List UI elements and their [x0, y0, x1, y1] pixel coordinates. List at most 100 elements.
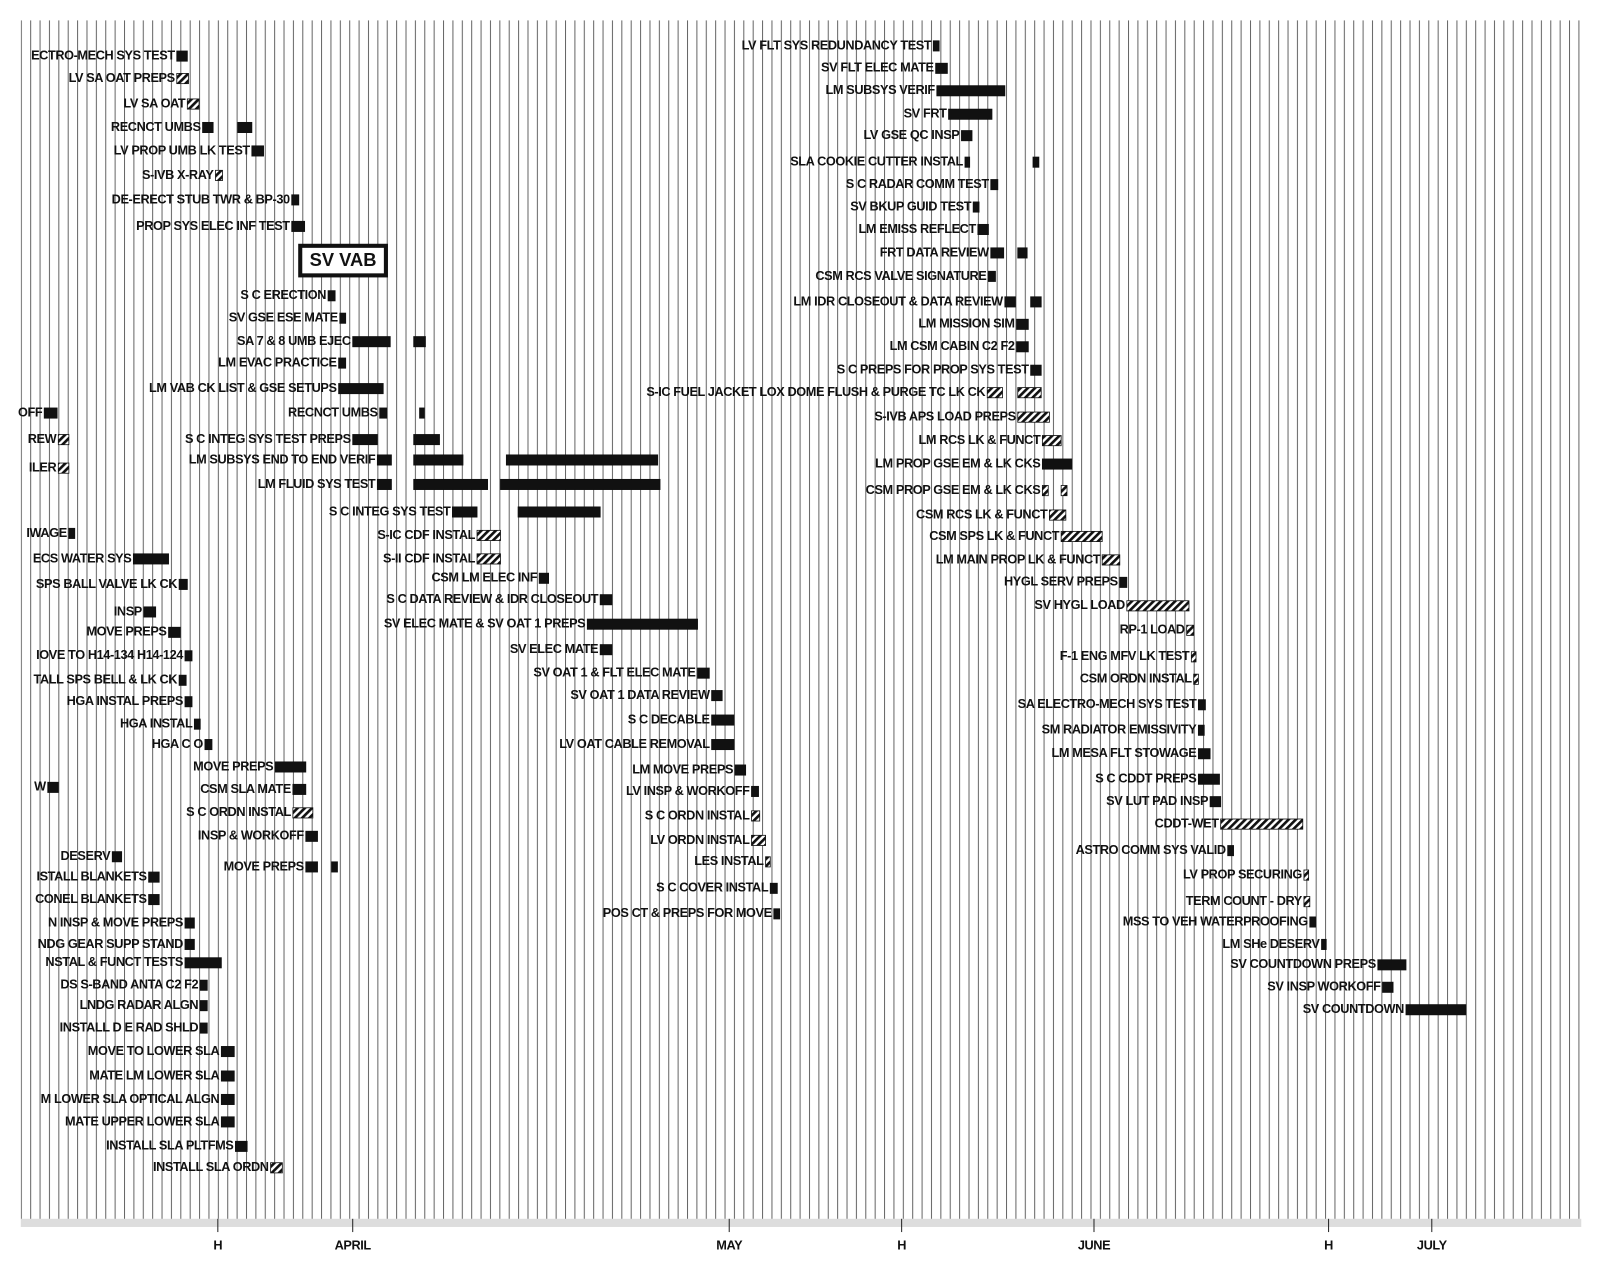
task-bar — [220, 1046, 235, 1058]
task-bar — [251, 145, 264, 157]
task-bar — [1227, 845, 1234, 857]
task-bar — [1030, 296, 1042, 308]
task-bar — [751, 785, 759, 797]
task-bar — [419, 407, 425, 419]
x-tick-label: MAY — [716, 1238, 743, 1253]
task-bar — [599, 644, 613, 656]
task-label: LM MESA FLT STOWAGE — [1052, 745, 1197, 760]
task-label: NSTAL & FUNCT TESTS — [45, 954, 183, 969]
task-label: SV GSE ESE MATE — [229, 310, 338, 325]
task-label: ECS WATER SYS — [33, 550, 131, 565]
task-bar — [711, 690, 723, 702]
task-bar — [1382, 981, 1394, 993]
task-label: W — [34, 779, 46, 794]
task-label: REW — [28, 431, 57, 446]
task-bar — [932, 40, 940, 52]
task-label: MATE LM LOWER SLA — [89, 1067, 219, 1082]
task-bar — [413, 478, 489, 490]
task-bar — [292, 783, 307, 795]
task-bar — [270, 1162, 283, 1174]
task-label: CSM SPS LK & FUNCT — [929, 528, 1060, 543]
task-label: LV SA OAT — [123, 95, 186, 110]
task-bar — [176, 50, 188, 62]
task-label: S-IVB X-RAY — [142, 167, 214, 182]
task-label: ISTALL BLANKETS — [36, 868, 146, 883]
task-bar — [1303, 869, 1310, 881]
task-label: POS CT & PREPS FOR MOVE — [603, 905, 772, 920]
task-bar — [220, 1070, 235, 1082]
task-bar — [199, 1022, 208, 1034]
task-label: S-IVB APS LOAD PREPS — [874, 409, 1015, 424]
task-bar — [773, 908, 781, 920]
task-bar — [586, 618, 698, 630]
task-bar — [538, 572, 549, 584]
task-bar — [1377, 959, 1407, 971]
task-label: SV ELEC MATE — [510, 641, 598, 656]
task-label: CSM PROP GSE EM & LK CKS — [866, 482, 1041, 497]
task-bar — [204, 739, 213, 751]
x-tick-label: JUNE — [1078, 1238, 1110, 1253]
task-bar — [1209, 796, 1222, 808]
task-label: S C ORDN INSTAL — [645, 807, 750, 822]
x-tick-label: H — [897, 1238, 906, 1253]
task-label: INSTALL D E RAD SHLD — [60, 1019, 199, 1034]
task-label: DESERV — [61, 848, 112, 863]
task-bar — [476, 529, 501, 541]
task-label: SA ELECTRO-MECH SYS TEST — [1018, 696, 1197, 711]
task-bar — [1101, 554, 1121, 566]
task-label: CSM SLA MATE — [200, 781, 291, 796]
task-bar — [193, 718, 201, 730]
task-bar — [202, 121, 214, 133]
task-bar — [413, 434, 440, 446]
task-label: CSM ORDN INSTAL — [1080, 671, 1192, 686]
task-bar — [215, 169, 223, 181]
task-label: S-IC FUEL JACKET LOX DOME FLUSH & PURGE … — [646, 384, 986, 399]
task-label: LM EMISS REFLECT — [859, 221, 977, 236]
task-bar — [339, 312, 347, 324]
task-bar — [376, 478, 392, 490]
task-bar — [111, 851, 123, 863]
task-label: LV FLT SYS REDUNDANCY TEST — [742, 37, 932, 52]
task-bar — [376, 454, 392, 466]
task-label: S C PREPS FOR PROP SYS TEST — [837, 362, 1029, 377]
task-bar — [988, 270, 996, 282]
task-label: TERM COUNT - DRY — [1186, 893, 1303, 908]
task-bar — [1197, 699, 1206, 711]
task-bar — [1017, 411, 1050, 423]
task-bar — [291, 220, 306, 232]
task-bar — [1060, 530, 1103, 542]
task-bar — [235, 1140, 248, 1152]
task-bar — [47, 781, 59, 793]
task-label: LM SUBSYS END TO END VERIF — [189, 451, 376, 466]
task-label: SV HYGL LOAD — [1034, 597, 1125, 612]
task-bar — [990, 247, 1005, 259]
task-bar — [274, 761, 307, 773]
task-label: CSM RCS VALVE SIGNATURE — [815, 268, 986, 283]
task-bar — [1186, 624, 1195, 636]
task-label: S C ORDN INSTAL — [186, 804, 291, 819]
task-bar — [1016, 318, 1029, 330]
task-label: ILER — [29, 460, 57, 475]
task-label: MATE UPPER LOWER SLA — [65, 1113, 220, 1128]
task-bar — [697, 667, 710, 679]
task-label: S C DATA REVIEW & IDR CLOSEOUT — [386, 591, 598, 606]
task-label: MSS TO VEH WATERPROOFING — [1123, 913, 1309, 928]
task-bar — [305, 830, 318, 842]
task-label: SPS BALL VALVE LK CK — [36, 576, 178, 591]
task-bar — [1309, 916, 1317, 928]
task-label: LM FLUID SYS TEST — [258, 476, 376, 491]
day-grid — [20, 20, 1582, 1219]
task-label: INSP — [114, 603, 143, 618]
task-label: MOVE PREPS — [86, 624, 166, 639]
task-label: CONEL BLANKETS — [35, 891, 147, 906]
task-bar — [1030, 364, 1042, 376]
task-label: MOVE PREPS — [193, 758, 273, 773]
task-label: RP-1 LOAD — [1120, 622, 1185, 637]
task-label: HYGL SERV PREPS — [1004, 574, 1118, 589]
task-label: HGA C O — [152, 736, 204, 751]
task-label: LM CSM CABIN C2 F2 — [890, 338, 1015, 353]
task-label: MOVE TO LOWER SLA — [88, 1043, 220, 1058]
task-bar — [43, 407, 58, 419]
